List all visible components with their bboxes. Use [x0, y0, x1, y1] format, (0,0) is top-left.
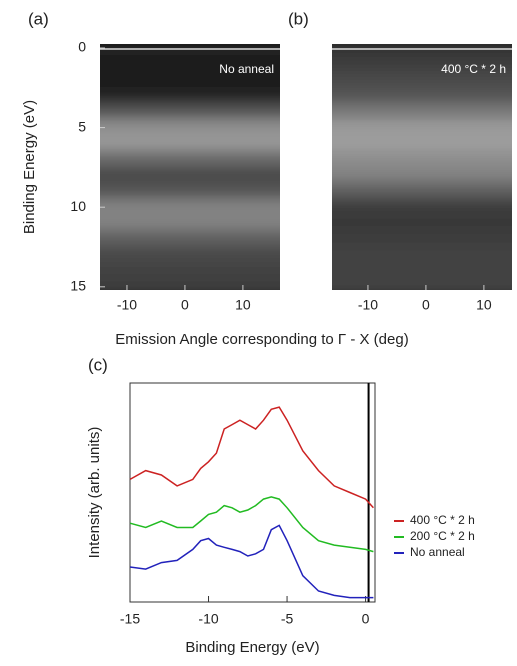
y-axis-label: Intensity (arb. units)	[86, 427, 103, 559]
panel-label: (b)	[288, 9, 309, 28]
plot-frame	[129, 382, 376, 603]
heatmap-row	[332, 44, 512, 57]
y-tick-label: 5	[78, 118, 86, 134]
y-tick-label: 10	[70, 198, 86, 214]
panel-label: (c)	[88, 355, 108, 374]
heatmap-rows	[100, 44, 280, 290]
heatmap-row	[100, 134, 280, 153]
heatmap-row	[332, 198, 512, 217]
heatmap-row	[100, 150, 280, 169]
heatmap-row	[332, 277, 512, 290]
heatmap-row	[332, 166, 512, 185]
y-axis-label: Binding Energy (eV)	[21, 100, 38, 234]
x-tick-label: -10	[198, 611, 218, 627]
heatmap-row	[100, 70, 280, 89]
heatmap-rows	[332, 44, 512, 290]
heatmap-row	[332, 70, 512, 89]
heatmap-row	[100, 118, 280, 137]
x-tick-label: 0	[422, 297, 430, 313]
panel-label: (a)	[28, 9, 49, 28]
heatmap-row	[100, 54, 280, 73]
heatmap-row	[332, 118, 512, 137]
x-tick-label: -10	[117, 297, 137, 313]
heatmap-image	[332, 44, 512, 290]
legend-label: 200 °C * 2 h	[410, 529, 475, 543]
heatmap-row	[100, 277, 280, 290]
heatmap-row	[332, 102, 512, 121]
x-tick-label: 0	[362, 611, 370, 627]
heatmap-row	[100, 214, 280, 233]
heatmap-row	[332, 230, 512, 249]
heatmap-row	[100, 166, 280, 185]
heatmap-row	[332, 86, 512, 105]
x-tick-label: -5	[281, 611, 294, 627]
x-axis-label: Binding Energy (eV)	[185, 639, 319, 656]
x-tick-label: -10	[358, 297, 378, 313]
heatmap-row	[100, 198, 280, 217]
legend-label: 400 °C * 2 h	[410, 513, 475, 527]
x-tick-label: 10	[235, 297, 251, 313]
heatmap-row	[332, 182, 512, 201]
series-line	[129, 524, 374, 599]
y-tick-label: 15	[70, 278, 86, 294]
heatmap-row	[100, 102, 280, 121]
heatmap-row	[100, 261, 280, 280]
heatmap-row	[332, 134, 512, 153]
heatmap-row	[100, 246, 280, 264]
heatmap-row	[100, 86, 280, 105]
x-tick-label: -15	[120, 611, 140, 627]
heatmap-row	[100, 44, 280, 57]
x-tick-label: 0	[181, 297, 189, 313]
series-line	[129, 406, 374, 509]
heatmap-row	[100, 182, 280, 201]
annotation: 400 °C * 2 h	[441, 62, 506, 76]
heatmap-row	[332, 261, 512, 280]
heatmap-row	[332, 246, 512, 264]
heatmap-image	[100, 44, 280, 290]
x-axis-label: Emission Angle corresponding to Γ - X (d…	[115, 331, 408, 348]
heatmap-row	[100, 230, 280, 249]
annotation: No anneal	[219, 62, 274, 76]
legend-label: No anneal	[410, 545, 465, 559]
heatmap-row	[332, 54, 512, 73]
series-line	[129, 496, 374, 553]
y-tick-label: 0	[78, 39, 86, 55]
heatmap-row	[332, 214, 512, 233]
heatmap-row	[332, 150, 512, 169]
x-tick-label: 10	[476, 297, 492, 313]
